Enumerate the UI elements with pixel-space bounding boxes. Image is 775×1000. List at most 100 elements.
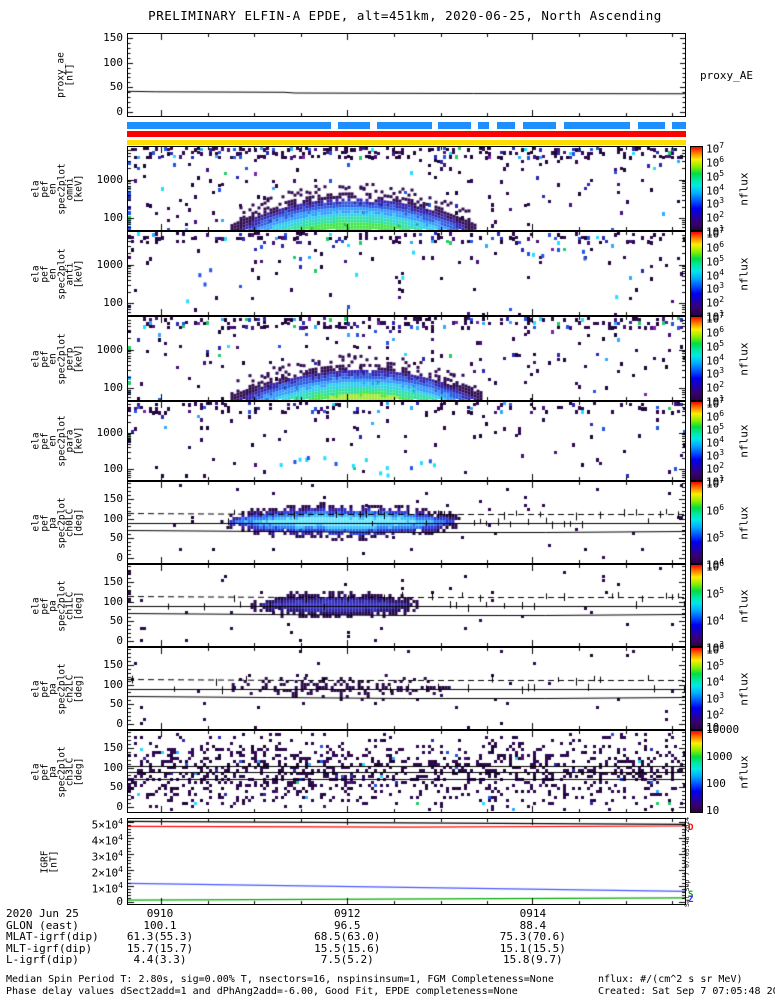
panel-ylabel: ela pef en spec2plot para [keV] <box>30 415 85 467</box>
colorbar-tick-label: 102 <box>706 380 725 395</box>
colorbar <box>690 564 703 647</box>
colorbar <box>690 481 703 564</box>
colorbar-tick-label: 106 <box>706 559 725 574</box>
y-tick-label: 100 <box>103 381 123 395</box>
y-tick-label: 5×104 <box>91 817 123 832</box>
y-tick-label: 2×104 <box>91 864 123 880</box>
table-row-label: MLAT-igrf(dip) <box>6 930 99 943</box>
colorbar-tick-label: 103 <box>706 640 725 655</box>
colorbar-unit-label: nflux <box>737 671 751 706</box>
colorbar-unit-label: nflux <box>737 171 751 206</box>
colorbar-tick-label: 10000 <box>706 723 740 736</box>
colorbar-tick-label: 100 <box>706 777 726 790</box>
colorbar-tick-label: 10 <box>706 721 720 734</box>
colorbar-tick-label: 105 <box>706 530 725 545</box>
y-tick-label: 100 <box>103 55 123 69</box>
footer-created-timestamp: Created: Sat Sep 7 07:05:48 2024 <box>598 986 775 997</box>
y-tick-label: 100 <box>103 760 123 774</box>
y-tick-label: 50 <box>109 780 123 794</box>
colorbar-tick-label: 101 <box>706 394 725 409</box>
pa-ch1LC-panel-canvas <box>128 565 685 646</box>
figure-title: PRELIMINARY ELFIN-A EPDE, alt=451km, 202… <box>148 8 662 23</box>
y-tick-label: 0 <box>116 105 123 119</box>
panel-ylabel: ela pef pa spec2plot ch2LC [deg] <box>30 662 85 715</box>
colorbar-tick-label: 106 <box>706 239 725 255</box>
y-tick-label: 1×104 <box>91 880 123 896</box>
colorbar-tick-label: 102 <box>706 706 725 722</box>
table-cell: 15.8(9.7) <box>503 953 563 966</box>
colorbar-tick-label: 103 <box>706 690 725 706</box>
igrf-curve-label: S <box>688 889 694 900</box>
table-cell: 100.1 <box>143 918 177 932</box>
y-tick-label: 150 <box>103 740 123 754</box>
table-row-label: MLT-igrf(dip) <box>6 941 93 955</box>
table-cell: 0912 <box>333 907 361 920</box>
y-tick-label: 0 <box>116 800 123 814</box>
y-tick-label: 100 <box>103 677 123 691</box>
y-tick-label: 50 <box>109 614 123 628</box>
panel-ylabel: ela pef pa spec2plot ch3LC [deg] <box>30 745 85 798</box>
y-tick-label: 150 <box>103 574 123 588</box>
pa-ch3LC-panel <box>127 730 686 813</box>
table-cell: 4.4(3.3) <box>133 953 187 966</box>
y-tick-label: 50 <box>109 80 123 94</box>
colorbar-tick-label: 107 <box>706 396 725 411</box>
proxy-ae-panel <box>127 33 686 117</box>
pa-ch2LC-panel-canvas <box>128 648 685 729</box>
table-row-label: 2020 Jun 25 <box>6 907 79 920</box>
pa-ch2LC-panel <box>127 647 686 730</box>
colorbar-tick-label: 1000 <box>706 750 733 763</box>
colorbar <box>690 401 703 481</box>
y-tick-label: 0 <box>116 894 123 908</box>
colorbar-tick-label: 101 <box>706 224 725 239</box>
table-cell: 15.5(15.6) <box>314 941 381 955</box>
colorbar-tick-label: 101 <box>706 309 725 324</box>
y-tick-label: 4×104 <box>91 833 123 848</box>
colorbar-tick-label: 104 <box>706 674 725 690</box>
table-cell: 15.7(15.7) <box>126 941 194 955</box>
en-perp-panel <box>127 316 686 401</box>
footer-line-1: Median Spin Period T: 2.80s, sig=0.00% T… <box>6 974 554 985</box>
colorbar <box>690 316 703 401</box>
table-cell: 7.5(5.2) <box>320 953 374 966</box>
table-cell: 0910 <box>146 907 174 920</box>
pa-ch3LC-panel-canvas <box>128 731 685 812</box>
y-tick-label: 150 <box>103 491 123 505</box>
colorbar-unit-label: nflux <box>737 256 751 291</box>
y-tick-label: 100 <box>103 211 123 225</box>
colorbar-tick-label: 107 <box>706 141 725 156</box>
panel-ylabel: ela pef pa spec2plot ch0LC [deg] <box>30 496 85 549</box>
y-tick-label: 1000 <box>96 342 124 356</box>
proxy-ae-panel-canvas <box>128 34 685 116</box>
colorbar <box>690 146 703 231</box>
y-tick-label: 1000 <box>96 172 124 186</box>
colorbar-tick-label: 105 <box>706 658 725 673</box>
en-anti-panel-canvas <box>128 232 685 315</box>
igrf-curve-label: Z <box>688 895 694 906</box>
colorbar-tick-label: 10 <box>706 804 720 817</box>
table-cell: 96.5 <box>333 918 361 932</box>
table-cell: 75.3(70.6) <box>499 930 566 943</box>
y-tick-label: 3×104 <box>91 848 123 864</box>
y-tick-label: 0 <box>116 717 123 731</box>
colorbar-tick-label: 101 <box>706 474 725 489</box>
y-tick-label: 100 <box>103 594 123 608</box>
colorbar-tick-label: 104 <box>706 352 725 368</box>
colorbar-tick-label: 106 <box>706 409 725 424</box>
colorbar-unit-label: nflux <box>737 505 751 540</box>
table-cell: 15.1(15.5) <box>499 941 566 955</box>
colorbar-unit-label: nflux <box>737 424 751 458</box>
igrf-panel <box>127 818 686 905</box>
table-cell: 68.5(63.0) <box>314 930 381 943</box>
table-row-label: GLON (east) <box>6 918 79 932</box>
y-tick-label: 100 <box>103 296 123 310</box>
colorbar-tick-label: 105 <box>706 253 725 269</box>
y-tick-label: 100 <box>103 462 123 476</box>
colorbar-unit-label: nflux <box>737 588 751 623</box>
colorbar-tick-label: 107 <box>706 226 725 241</box>
panel-ylabel: ela pef en spec2plot anti [keV] <box>30 247 85 300</box>
table-cell: 0914 <box>519 907 547 920</box>
pa-ch0LC-panel <box>127 481 686 564</box>
colorbar-tick-label: 106 <box>706 642 725 657</box>
